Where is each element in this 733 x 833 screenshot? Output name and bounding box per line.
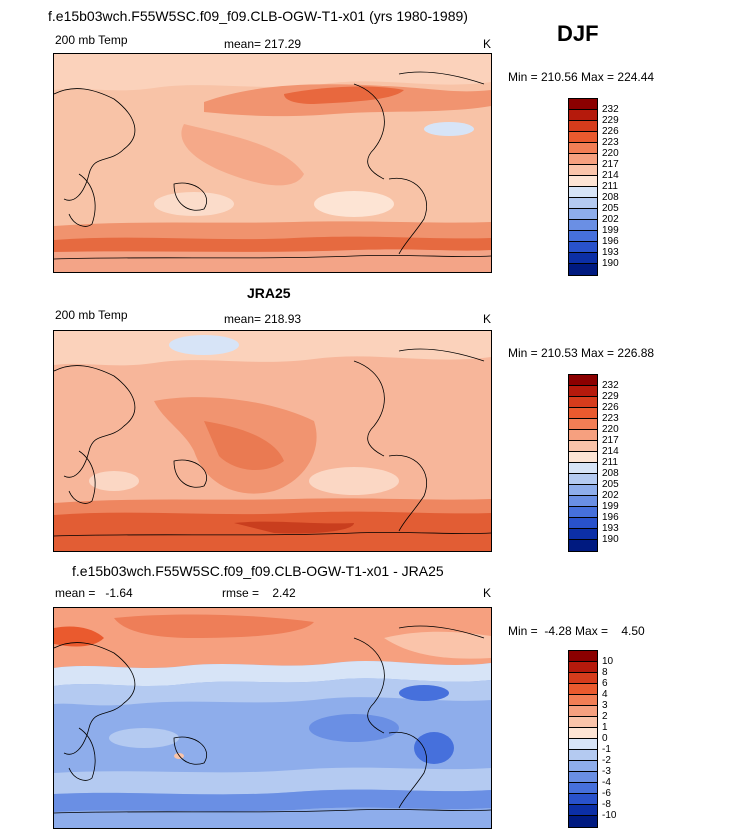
panel3-map	[53, 607, 492, 829]
season-label: DJF	[557, 21, 599, 46]
panel1-minmax: Min = 210.56 Max = 224.44	[508, 70, 655, 84]
panel3-title: f.e15b03wch.F55W5SC.f09_f09.CLB-OGW-T1-x…	[72, 563, 444, 579]
panel3-units-label: K	[483, 586, 492, 600]
panel3-colorbar-labels: 10 8 6 4 3 2 1 0 -1 -2 -3 -4 -6 -8 -10	[602, 656, 617, 821]
panel2-variable-label: 200 mb Temp	[55, 308, 128, 322]
panel2-colorbar-labels: 232 229 226 223 220 217 214 211 208 205 202 199 196 1…	[602, 380, 619, 545]
panel1-colorbar	[568, 98, 598, 276]
panel1-mean-label: mean= 217.29	[224, 37, 302, 51]
panel1-map	[53, 53, 492, 273]
panel2-map	[53, 330, 492, 552]
panel2-mean-label: mean= 218.93	[224, 312, 302, 326]
panel2-units-label: K	[483, 312, 492, 326]
panel1-variable-label: 200 mb Temp	[55, 33, 128, 47]
panel3-rmse-label: rmse = 2.42	[222, 586, 296, 600]
panel1-title: f.e15b03wch.F55W5SC.f09_f09.CLB-OGW-T1-x…	[48, 8, 468, 24]
panel2-title: JRA25	[247, 285, 291, 301]
panel3-colorbar	[568, 650, 598, 828]
panel3-minmax: Min = -4.28 Max = 4.50	[508, 624, 645, 638]
panel3-mean-label: mean = -1.64	[55, 586, 133, 600]
panel1-units-label: K	[483, 37, 492, 51]
panel2-minmax: Min = 210.53 Max = 226.88	[508, 346, 655, 360]
panel1-colorbar-labels: 232 229 226 223 220 217 214 211 208 205 202 199 196 1…	[602, 104, 619, 269]
panel2-colorbar	[568, 374, 598, 552]
